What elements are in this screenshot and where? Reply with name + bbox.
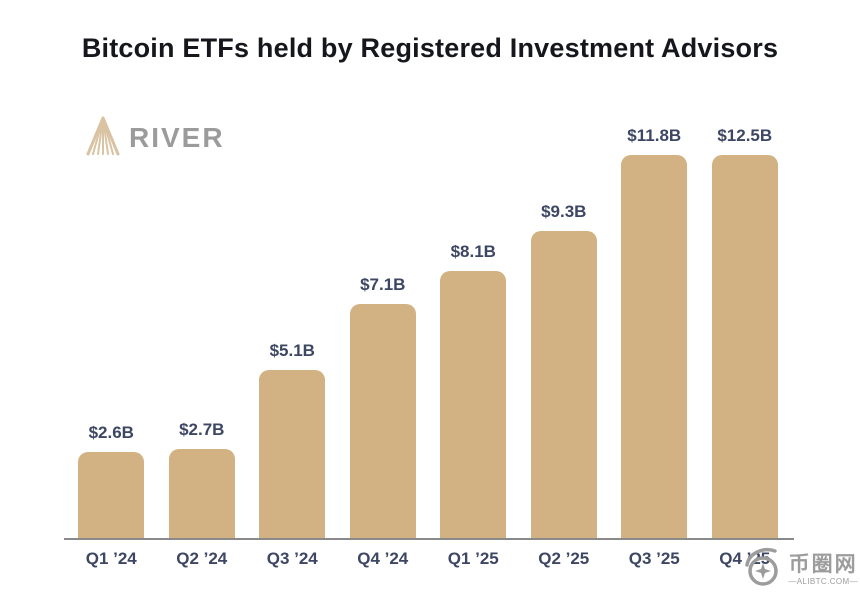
x-axis-label: Q1 ’24 — [85, 549, 137, 568]
bar — [440, 271, 507, 538]
bar-value-label: $2.7B — [179, 420, 225, 439]
bar-value-label: $12.5B — [717, 126, 773, 145]
chart-title: Bitcoin ETFs held by Registered Investme… — [81, 33, 779, 63]
x-axis-label: Q1 ’25 — [447, 549, 499, 568]
plot-area: $2.6B $2.7B $5.1B $7.1B $8.1B $9.3B $11.8B $12.… — [66, 126, 790, 538]
bar — [259, 370, 326, 538]
river-mountain-icon — [86, 114, 120, 161]
bar-value-label: $7.1B — [360, 275, 406, 294]
watermark-text: 币圈网 —ALIBTC.COM— — [788, 554, 858, 586]
bar-value-label: $9.3B — [541, 202, 587, 221]
watermark-swirl-icon — [741, 545, 785, 594]
bar — [530, 231, 597, 538]
bar-group: $2.6B — [66, 126, 157, 538]
x-axis-label: Q2 ’25 — [538, 549, 590, 568]
x-axis-label: Q2 ’24 — [176, 549, 228, 568]
x-axis-label: Q3 ’25 — [628, 549, 680, 568]
x-axis-line — [64, 538, 794, 540]
bar — [168, 449, 235, 538]
watermark-site-name: 币圈网 — [788, 552, 858, 576]
bar-group: $11.8B — [609, 126, 700, 538]
x-axis-label: Q3 ’24 — [266, 549, 318, 568]
x-axis-labels: Q1 ’24 Q2 ’24 Q3 ’24 Q4 ’24 Q1 ’25 Q2 ’25 Q3 ’… — [66, 549, 790, 569]
river-logo-text: RIVER — [129, 121, 225, 153]
bar — [349, 304, 416, 538]
bar-group: $7.1B — [338, 126, 429, 538]
x-axis-label: Q4 ’24 — [357, 549, 409, 568]
river-logo: RIVER — [86, 114, 225, 161]
bar — [621, 155, 688, 538]
bar-group: $12.5B — [700, 126, 791, 538]
bar-group: $9.3B — [519, 126, 610, 538]
watermark: 币圈网 —ALIBTC.COM— — [741, 545, 858, 594]
bar-value-label: $8.1B — [450, 242, 496, 261]
bar-group: $8.1B — [428, 126, 519, 538]
bar-group: $2.7B — [157, 126, 248, 538]
bar-value-label: $5.1B — [269, 341, 315, 360]
watermark-domain: —ALIBTC.COM— — [788, 576, 858, 586]
bar-group: $5.1B — [247, 126, 338, 538]
bar — [78, 452, 145, 538]
bar-value-label: $2.6B — [88, 423, 134, 442]
bar — [711, 155, 778, 538]
bar-value-label: $11.8B — [627, 126, 682, 145]
